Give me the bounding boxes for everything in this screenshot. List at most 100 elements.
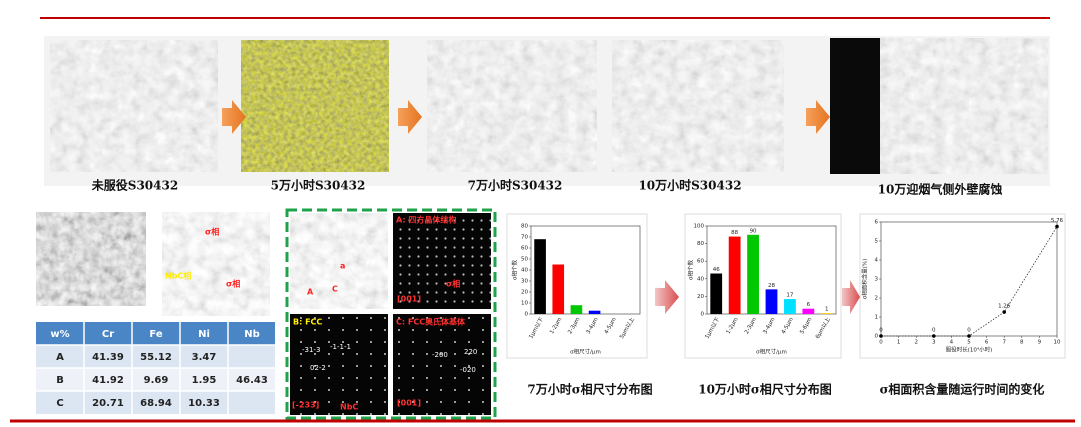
arrow [222,100,246,134]
image-caption: 7万小时S30432 [468,178,563,193]
table-cell: 10.33 [188,398,220,409]
data-label: 1 [825,307,829,313]
x-axis-label: σ相尺寸/μm [756,348,787,356]
panel-title: B: FCC [293,318,322,327]
table-cell: 41.39 [92,352,124,363]
bar [765,289,778,314]
point [879,334,883,338]
bar [588,310,601,314]
y-tick-label: 40 [697,276,704,282]
tem-image [290,213,388,309]
table-header: w% [50,329,69,340]
arrow [842,280,860,314]
phase-label: NbC [340,403,358,412]
y-tick-label: 70 [521,235,528,241]
tem-image [162,212,270,316]
diffraction-pattern [290,314,388,415]
table-header: Nb [244,329,260,340]
y-tick-label: 20 [521,290,528,296]
micrograph [50,40,218,172]
zone-axis: [001] [397,295,421,304]
y-tick-label: 0 [525,312,529,318]
micrograph [427,40,597,172]
y-tick-label: 5 [875,239,879,245]
bar [552,264,565,314]
phase-label: σ相 [446,279,460,289]
data-label: 88 [731,230,738,236]
point [1002,310,1006,314]
y-tick-label: 100 [694,224,705,230]
bar [728,236,741,314]
y-tick-label: 0 [701,312,705,318]
data-label: 0 [932,328,936,334]
data-label: 0 [967,328,971,334]
data-label: 46 [713,267,720,273]
y-tick-label: 60 [521,246,528,252]
table-cell: 9.69 [144,375,169,386]
x-tick-label: 6 [985,340,989,346]
x-tick-label: 2 [914,340,918,346]
y-tick-label: 6 [875,220,879,226]
chart-title: 10万小时σ相尺寸分布图 [698,382,832,397]
y-axis-label: σ相面积含量(%) [861,259,869,300]
data-label: 28 [768,283,775,289]
table-cell: 68.94 [140,398,172,409]
tem-label: A [307,288,314,297]
y-tick-label: 60 [697,259,704,265]
x-tick-label: 7 [1002,340,1006,346]
zone-axis: [001] [397,399,421,408]
point [932,334,936,338]
sem-label: σ相 [205,227,219,237]
y-tick-label: 10 [521,301,528,307]
y-tick-label: 20 [697,294,704,300]
arrow [655,280,679,314]
x-tick-label: 9 [1038,340,1042,346]
x-tick-label: 1 [897,340,901,346]
arrow [806,100,830,134]
zone-axis: [-233] [292,401,319,410]
bar [747,234,759,314]
table-cell: 55.12 [140,352,172,363]
y-tick-label: 80 [521,224,528,230]
x-tick-label: 8 [1020,340,1024,346]
data-label: 1.26 [998,304,1011,310]
sem-label: σ相 [226,279,240,289]
table-cell: 1.95 [192,375,217,386]
composition-table [36,322,275,414]
bar [802,308,815,314]
chart-panel [506,213,648,359]
spot-index: -31-3 [302,346,320,354]
y-tick-label: 3 [875,277,879,283]
micrograph-shade [830,38,880,174]
sem-label: NbC相 [165,271,191,281]
y-tick-label: 80 [697,241,704,247]
spot-index: 220 [464,348,477,356]
bar [534,239,546,314]
y-axis-label: σ相个数 [511,260,519,280]
data-label: 5.76 [1051,218,1064,224]
table-cell: 46.43 [236,375,268,386]
image-caption: 10万小时S30432 [638,178,741,193]
x-tick-label: 4 [950,340,954,346]
data-label: 6 [807,302,811,308]
chart-panel [859,213,1066,359]
y-tick-label: 0 [875,334,879,340]
x-tick-label: 5 [967,340,971,346]
y-tick-label: 4 [875,258,879,264]
y-tick-label: 30 [521,279,528,285]
spot-index: 02-2 [310,364,326,372]
bar [570,305,583,314]
point [1055,224,1059,229]
tem-label: a [340,262,345,271]
table-cell: 20.71 [92,398,124,409]
image-caption: 未服役S30432 [91,178,178,193]
table-cell: C [56,398,63,409]
micrograph [241,40,389,172]
arrow [398,100,422,134]
spot-index: -1-1-1 [330,343,351,351]
image-caption: 5万小时S30432 [271,178,366,193]
micrograph [612,40,784,172]
table-header: Cr [102,329,114,340]
y-tick-label: 50 [521,257,528,263]
